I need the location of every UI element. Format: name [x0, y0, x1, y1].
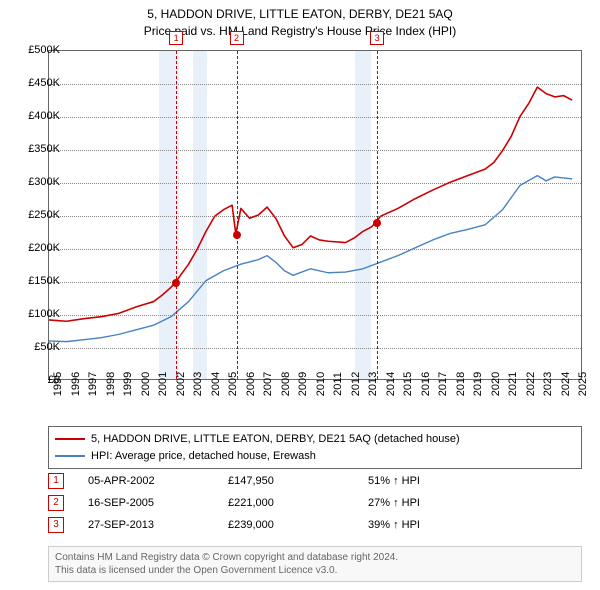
sale-price: £147,950: [228, 475, 368, 487]
legend-item: HPI: Average price, detached house, Erew…: [55, 448, 575, 465]
x-axis-label: 1996: [70, 372, 82, 396]
x-axis-label: 2019: [472, 372, 484, 396]
y-axis-label: £450K: [12, 77, 60, 89]
x-axis-label: 2022: [525, 372, 537, 396]
x-axis-label: 2002: [175, 372, 187, 396]
sale-marker-icon: 2: [48, 495, 64, 511]
y-axis-label: £150K: [12, 275, 60, 287]
x-axis-label: 1999: [122, 372, 134, 396]
sale-row: 2 16-SEP-2005£221,00027% ↑ HPI: [48, 492, 582, 514]
sale-price: £239,000: [228, 519, 368, 531]
y-axis-label: £100K: [12, 308, 60, 320]
sales-table: 1 05-APR-2002£147,95051% ↑ HPI 2 16-SEP-200…: [48, 470, 582, 536]
y-axis-label: £50K: [12, 341, 60, 353]
x-axis-label: 2008: [280, 372, 292, 396]
title-line-2: Price paid vs. HM Land Registry's House …: [0, 23, 600, 40]
y-axis-label: £500K: [12, 44, 60, 56]
legend-label: 5, HADDON DRIVE, LITTLE EATON, DERBY, DE…: [91, 433, 460, 445]
legend-swatch: [55, 438, 85, 440]
title-line-1: 5, HADDON DRIVE, LITTLE EATON, DERBY, DE…: [0, 6, 600, 23]
sale-marker-chart: 3: [370, 31, 384, 45]
sale-vline: [176, 51, 177, 379]
y-axis-label: £300K: [12, 176, 60, 188]
x-axis-label: 1998: [105, 372, 117, 396]
chart-svg: [49, 51, 581, 379]
x-axis-label: 2010: [315, 372, 327, 396]
sale-date: 16-SEP-2005: [88, 497, 228, 509]
x-axis-label: 2023: [542, 372, 554, 396]
x-axis-label: 2004: [210, 372, 222, 396]
legend-label: HPI: Average price, detached house, Erew…: [91, 450, 316, 462]
sale-dot: [172, 279, 180, 287]
x-axis-label: 2014: [385, 372, 397, 396]
x-axis-label: 2012: [350, 372, 362, 396]
y-axis-label: £250K: [12, 209, 60, 221]
x-axis-label: 1997: [87, 372, 99, 396]
legend: 5, HADDON DRIVE, LITTLE EATON, DERBY, DE…: [48, 426, 582, 469]
footnote: Contains HM Land Registry data © Crown c…: [48, 546, 582, 582]
sale-date: 27-SEP-2013: [88, 519, 228, 531]
x-axis-label: 2006: [245, 372, 257, 396]
x-axis-label: 2007: [262, 372, 274, 396]
legend-item: 5, HADDON DRIVE, LITTLE EATON, DERBY, DE…: [55, 431, 575, 448]
x-axis-label: 2025: [577, 372, 589, 396]
footnote-line-1: Contains HM Land Registry data © Crown c…: [55, 551, 575, 564]
x-axis-label: 2011: [332, 372, 344, 396]
series-line: [49, 176, 572, 342]
x-axis-label: 2000: [140, 372, 152, 396]
x-axis-label: 2003: [192, 372, 204, 396]
sale-marker-chart: 1: [169, 31, 183, 45]
y-axis-label: £400K: [12, 110, 60, 122]
sale-vline: [377, 51, 378, 379]
sale-vline: [237, 51, 238, 379]
x-axis-label: 2017: [437, 372, 449, 396]
plot-area: 123: [48, 50, 582, 380]
x-axis-label: 2021: [507, 372, 519, 396]
x-axis-label: 2016: [420, 372, 432, 396]
sale-price: £221,000: [228, 497, 368, 509]
sale-dot: [233, 231, 241, 239]
legend-swatch: [55, 455, 85, 457]
sale-date: 05-APR-2002: [88, 475, 228, 487]
sale-dot: [373, 219, 381, 227]
x-axis-label: 2018: [455, 372, 467, 396]
sale-marker-icon: 3: [48, 517, 64, 533]
x-axis-label: 2005: [227, 372, 239, 396]
y-axis-label: £350K: [12, 143, 60, 155]
x-axis-label: 2024: [560, 372, 572, 396]
x-axis-label: 2013: [367, 372, 379, 396]
sale-delta: 51% ↑ HPI: [368, 475, 508, 487]
x-axis-label: 2009: [297, 372, 309, 396]
series-line: [49, 87, 572, 321]
footnote-line-2: This data is licensed under the Open Gov…: [55, 564, 575, 577]
sale-delta: 39% ↑ HPI: [368, 519, 508, 531]
x-axis-label: 2015: [402, 372, 414, 396]
x-axis-label: 2001: [157, 372, 169, 396]
x-axis-label: 1995: [52, 372, 64, 396]
sale-delta: 27% ↑ HPI: [368, 497, 508, 509]
x-axis-label: 2020: [490, 372, 502, 396]
sale-marker-chart: 2: [230, 31, 244, 45]
sale-marker-icon: 1: [48, 473, 64, 489]
chart-container: 5, HADDON DRIVE, LITTLE EATON, DERBY, DE…: [0, 0, 600, 590]
sale-row: 3 27-SEP-2013£239,00039% ↑ HPI: [48, 514, 582, 536]
sale-row: 1 05-APR-2002£147,95051% ↑ HPI: [48, 470, 582, 492]
y-axis-label: £200K: [12, 242, 60, 254]
chart-title: 5, HADDON DRIVE, LITTLE EATON, DERBY, DE…: [0, 0, 600, 40]
